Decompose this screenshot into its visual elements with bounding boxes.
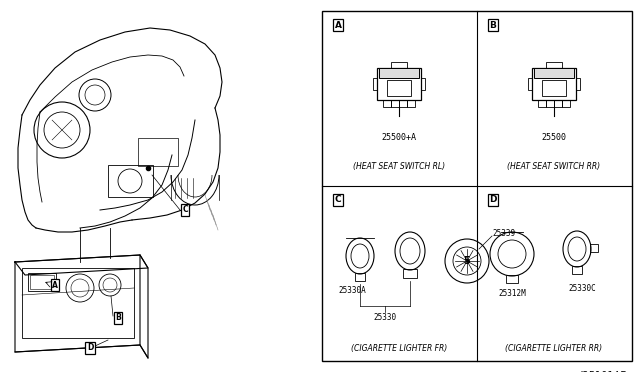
- Bar: [355, 273, 365, 281]
- Text: 25339: 25339: [492, 228, 515, 237]
- Text: 5: 5: [463, 256, 470, 266]
- Bar: [554, 100, 562, 107]
- Text: 25330A: 25330A: [338, 286, 366, 295]
- Bar: [373, 78, 377, 90]
- Text: D: D: [87, 343, 93, 353]
- Text: (CIGARETTE LIGHTER FR): (CIGARETTE LIGHTER FR): [351, 344, 447, 353]
- Bar: [532, 68, 576, 100]
- Bar: [377, 68, 421, 100]
- Bar: [528, 78, 532, 90]
- Bar: [572, 266, 582, 274]
- Bar: [30, 275, 54, 289]
- Text: (HEAT SEAT SWITCH RR): (HEAT SEAT SWITCH RR): [508, 161, 600, 170]
- Bar: [534, 68, 574, 78]
- Bar: [391, 100, 399, 107]
- Text: C: C: [335, 196, 341, 205]
- Bar: [138, 138, 178, 166]
- Bar: [383, 100, 391, 107]
- Text: D: D: [489, 196, 497, 205]
- Bar: [407, 100, 415, 107]
- Bar: [576, 78, 580, 90]
- Bar: [22, 268, 134, 338]
- Bar: [506, 275, 518, 283]
- Bar: [421, 78, 425, 90]
- Bar: [399, 100, 407, 107]
- Text: (CIGARETTE LIGHTER RR): (CIGARETTE LIGHTER RR): [506, 344, 603, 353]
- Bar: [322, 11, 632, 361]
- Bar: [546, 62, 562, 68]
- Bar: [387, 80, 411, 96]
- Text: B: B: [115, 314, 121, 323]
- Text: C: C: [182, 205, 188, 215]
- Bar: [590, 244, 598, 252]
- Bar: [538, 100, 546, 107]
- Text: J25101AD: J25101AD: [580, 371, 628, 372]
- Bar: [542, 80, 566, 96]
- Text: 25312M: 25312M: [498, 289, 526, 298]
- Bar: [379, 68, 419, 78]
- Bar: [108, 165, 153, 197]
- Text: B: B: [490, 20, 497, 29]
- Bar: [562, 100, 570, 107]
- Bar: [391, 62, 407, 68]
- Text: 25500+A: 25500+A: [381, 133, 417, 142]
- Text: 25330C: 25330C: [568, 284, 596, 293]
- Text: (HEAT SEAT SWITCH RL): (HEAT SEAT SWITCH RL): [353, 161, 445, 170]
- Bar: [403, 269, 417, 278]
- Text: A: A: [335, 20, 342, 29]
- Text: A: A: [52, 280, 58, 289]
- Bar: [546, 100, 554, 107]
- Text: 25330: 25330: [373, 313, 397, 322]
- Bar: [28, 273, 56, 291]
- Text: 25500: 25500: [541, 133, 566, 142]
